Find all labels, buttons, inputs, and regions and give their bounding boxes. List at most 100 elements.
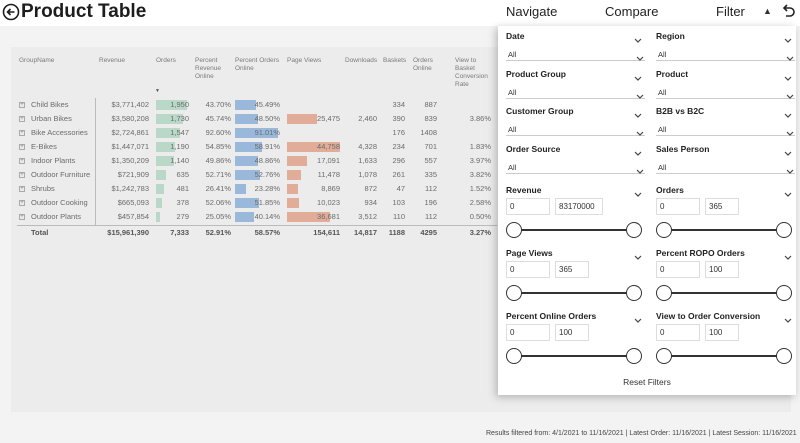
conversion-rate-cell: 1.83%	[469, 142, 491, 151]
chevron-down-icon[interactable]	[785, 88, 795, 99]
percent-online-orders-slider-min-handle[interactable]	[506, 348, 522, 364]
chevron-down-icon[interactable]	[785, 50, 795, 61]
chevron-down-icon[interactable]	[633, 70, 643, 81]
expand-row-icon[interactable]: +	[19, 102, 25, 108]
chevron-down-icon[interactable]	[635, 163, 645, 174]
page-views-slider-min-handle[interactable]	[506, 285, 522, 301]
orders-slider-track[interactable]	[664, 229, 784, 231]
revenue-min-input[interactable]: 0	[506, 198, 550, 215]
column-header-orders[interactable]: Orders	[156, 57, 176, 64]
chevron-down-icon[interactable]	[633, 32, 643, 43]
table-row[interactable]: + Indoor Plants $1,350,209 1,140 49.86% 48.86…	[17, 154, 497, 168]
chevron-down-icon[interactable]	[783, 70, 793, 81]
chevron-down-icon[interactable]	[635, 50, 645, 61]
percent-ropo-orders-slider-track[interactable]	[664, 292, 784, 294]
chevron-down-icon[interactable]	[633, 145, 643, 156]
orders-online-cell: 887	[424, 100, 437, 109]
expand-row-icon[interactable]: +	[19, 200, 25, 206]
chevron-down-icon[interactable]	[633, 186, 643, 197]
page-views-slider-max-handle[interactable]	[626, 285, 642, 301]
percent-online-orders-min-input[interactable]: 0	[506, 324, 550, 341]
revenue-slider-track[interactable]	[514, 229, 634, 231]
percent-online-orders-max-input[interactable]: 100	[555, 324, 589, 341]
page-views-slider-track[interactable]	[514, 292, 634, 294]
nav-filter-button[interactable]: Filter	[716, 4, 745, 19]
column-header-revenue[interactable]: Revenue	[99, 57, 126, 64]
revenue-slider-min-handle[interactable]	[506, 222, 522, 238]
chevron-down-icon[interactable]	[783, 186, 793, 197]
page-views-max-input[interactable]: 365	[555, 261, 589, 278]
percent-ropo-orders-slider-max-handle[interactable]	[776, 285, 792, 301]
expand-row-icon[interactable]: +	[19, 130, 25, 136]
chevron-down-icon[interactable]	[783, 312, 793, 323]
percent-orders-online-cell: 58.91%	[254, 142, 280, 151]
table-row[interactable]: + Outdoor Cooking $665,093 378 52.06% 51.85% 1…	[17, 196, 497, 210]
date-dropdown[interactable]: All	[506, 47, 645, 61]
back-arrow-circle-icon[interactable]	[2, 3, 20, 21]
table-row[interactable]: + Urban Bikes $3,580,208 1,730 45.74% 48.50% 2…	[17, 112, 497, 126]
region-dropdown[interactable]: All	[656, 47, 795, 61]
order-source-dropdown[interactable]: All	[506, 160, 645, 174]
chevron-down-icon[interactable]	[633, 249, 643, 260]
table-row[interactable]: + Outdoor Furniture $721,909 635 52.71% 52.76…	[17, 168, 497, 182]
orders-slider-max-handle[interactable]	[776, 222, 792, 238]
view-to-order-conversion-min-input[interactable]: 0	[656, 324, 700, 341]
expand-row-icon[interactable]: +	[19, 144, 25, 150]
table-row[interactable]: + Child Bikes $3,771,402 1,950 43.70% 45.49% 3…	[17, 98, 497, 112]
column-header-orders-online[interactable]: Orders Online	[413, 57, 433, 72]
total-downloads-cell: 14,817	[354, 228, 377, 237]
table-row[interactable]: + Outdoor Plants $457,854 279 25.05% 40.14% 36…	[17, 210, 497, 224]
column-header-groupname[interactable]: GroupName	[19, 57, 55, 64]
customer-group-dropdown[interactable]: All	[506, 122, 645, 136]
orders-max-input[interactable]: 365	[705, 198, 739, 215]
column-header-baskets[interactable]: Baskets	[383, 57, 407, 64]
chevron-down-icon[interactable]	[783, 145, 793, 156]
product-group-dropdown[interactable]: All	[506, 85, 645, 99]
view-to-order-conversion-slider-max-handle[interactable]	[776, 348, 792, 364]
chevron-down-icon[interactable]	[635, 125, 645, 136]
view-to-order-conversion-slider-min-handle[interactable]	[656, 348, 672, 364]
column-header-percent-revenue-online[interactable]: Percent Revenue Online	[195, 57, 222, 80]
sales-person-dropdown[interactable]: All	[656, 160, 795, 174]
column-header-view-to-basket-conversion-rate[interactable]: View to Basket Conversion Rate	[455, 57, 488, 88]
orders-min-input[interactable]: 0	[656, 198, 700, 215]
expand-row-icon[interactable]: +	[19, 172, 25, 178]
percent-ropo-orders-slider-min-handle[interactable]	[656, 285, 672, 301]
chevron-down-icon[interactable]	[635, 88, 645, 99]
percent-online-orders-slider-max-handle[interactable]	[626, 348, 642, 364]
orders-slider-min-handle[interactable]	[656, 222, 672, 238]
nav-compare-button[interactable]: Compare	[605, 4, 659, 19]
expand-row-icon[interactable]: +	[19, 214, 25, 220]
column-header-downloads[interactable]: Downloads	[345, 57, 378, 64]
triangle-up-icon[interactable]: ▲	[763, 6, 772, 16]
expand-row-icon[interactable]: +	[19, 186, 25, 192]
revenue-slider-max-handle[interactable]	[626, 222, 642, 238]
expand-row-icon[interactable]: +	[19, 158, 25, 164]
column-header-percent-orders-online[interactable]: Percent Orders Online	[235, 57, 280, 72]
chevron-down-icon[interactable]	[785, 125, 795, 136]
revenue-max-input[interactable]: 83170000	[555, 198, 603, 215]
percent-online-orders-slider-track[interactable]	[514, 355, 634, 357]
table-row[interactable]: + Shrubs $1,242,783 481 26.41% 23.28% 8,869 872…	[17, 182, 497, 196]
undo-icon[interactable]	[780, 3, 796, 19]
table-row[interactable]: + Bike Accessories $2,724,861 1,547 92.60% 91…	[17, 126, 497, 140]
chevron-down-icon[interactable]	[783, 107, 793, 118]
chevron-down-icon[interactable]	[783, 249, 793, 260]
page-views-min-input[interactable]: 0	[506, 261, 550, 278]
chevron-down-icon[interactable]	[783, 32, 793, 43]
product-dropdown[interactable]: All	[656, 85, 795, 99]
chevron-down-icon[interactable]	[785, 163, 795, 174]
expand-row-icon[interactable]: +	[19, 116, 25, 122]
sort-descending-icon[interactable]: ▼	[155, 88, 160, 94]
percent-ropo-orders-min-input[interactable]: 0	[656, 261, 700, 278]
nav-navigate-button[interactable]: Navigate	[506, 4, 558, 19]
view-to-order-conversion-max-input[interactable]: 100	[705, 324, 739, 341]
reset-filters-button[interactable]: Reset Filters	[623, 377, 671, 387]
chevron-down-icon[interactable]	[633, 312, 643, 323]
table-row[interactable]: + E-Bikes $1,447,071 1,190 54.85% 58.91% 44,75…	[17, 140, 497, 154]
view-to-order-conversion-slider-track[interactable]	[664, 355, 784, 357]
column-header-page-views[interactable]: Page Views	[287, 57, 322, 64]
chevron-down-icon[interactable]	[633, 107, 643, 118]
percent-ropo-orders-max-input[interactable]: 100	[705, 261, 739, 278]
b2b-vs-b2c-dropdown[interactable]: All	[656, 122, 795, 136]
